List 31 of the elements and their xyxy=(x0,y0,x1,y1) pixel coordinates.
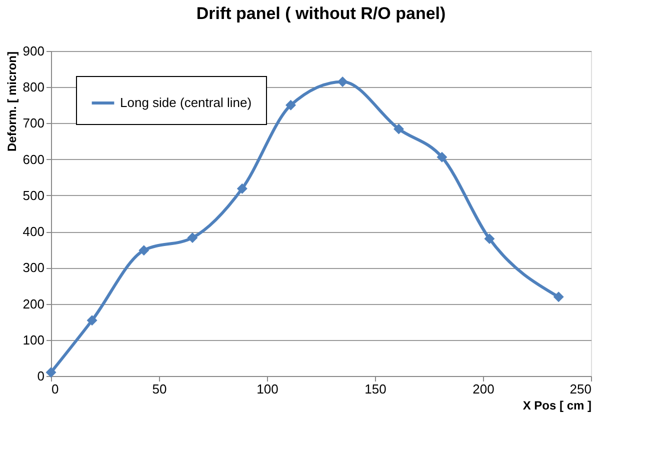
point xyxy=(46,367,56,378)
y-tick-label: 0 xyxy=(37,368,44,384)
x-tick-label: 200 xyxy=(472,382,494,396)
point xyxy=(337,76,348,87)
point xyxy=(187,232,198,243)
x-axis-title: X Pos [ cm ] xyxy=(522,398,592,412)
y-tick-label: 500 xyxy=(22,188,44,203)
point xyxy=(286,100,296,110)
point xyxy=(394,124,404,134)
x-tick-label: 100 xyxy=(256,382,278,396)
point xyxy=(553,292,564,302)
legend-label: Long side (central line) xyxy=(120,95,252,110)
point xyxy=(236,183,248,194)
y-axis-title: Deform. [ micron] xyxy=(4,52,19,152)
y-tick-label: 600 xyxy=(22,152,44,167)
y-tick-label: 400 xyxy=(22,224,44,240)
point xyxy=(436,152,448,162)
y-tick-label: 100 xyxy=(22,332,44,348)
point xyxy=(484,234,495,244)
y-tick-label: 200 xyxy=(22,296,44,312)
y-tick-label: 700 xyxy=(22,116,44,131)
y-tick-label: 900 xyxy=(22,44,44,58)
x-tick-label: 150 xyxy=(364,382,386,396)
point xyxy=(138,245,150,256)
x-tick-label: 250 xyxy=(570,382,592,396)
y-tick-label: 300 xyxy=(22,260,44,276)
chart-title: Drift panel ( without R/O panel) xyxy=(196,4,446,23)
point xyxy=(86,315,98,326)
x-tick-label: 0 xyxy=(52,382,59,396)
x-tick-label: 50 xyxy=(152,382,167,396)
y-tick-label: 800 xyxy=(22,80,44,95)
